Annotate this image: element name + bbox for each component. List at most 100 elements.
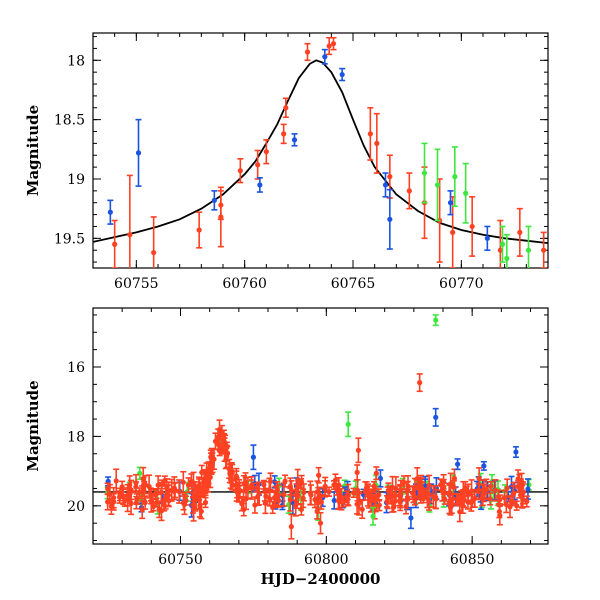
data-point-red [280, 123, 287, 145]
data-point-red [416, 373, 423, 393]
data-point-red [385, 482, 392, 499]
y-tick-label: 18.5 [54, 113, 85, 129]
data-point-red [363, 481, 370, 494]
data-point-red [350, 487, 357, 499]
data-point-red [307, 480, 314, 506]
data-point-red [355, 437, 362, 464]
data-point-red [126, 174, 133, 268]
data-point-green [434, 148, 441, 222]
data-point-red [354, 464, 361, 481]
plot-area [93, 314, 548, 540]
data-point-red [242, 472, 249, 493]
data-point-green [525, 225, 532, 268]
data-point-red [288, 480, 295, 501]
data-point-red [326, 36, 333, 56]
data-point-red [185, 477, 192, 494]
data-point-red [397, 493, 404, 512]
data-point-red [338, 487, 345, 511]
data-point-red [190, 496, 197, 522]
data-point-blue [211, 190, 218, 211]
data-point-red [389, 491, 396, 513]
data-point-red [203, 462, 210, 483]
data-point-green [451, 146, 458, 208]
data-point-red [476, 467, 483, 491]
data-point-red [451, 468, 458, 489]
data-point-red [335, 491, 342, 511]
x-tick-label: 60765 [331, 276, 376, 292]
data-point-green [503, 233, 510, 268]
data-point-red [237, 158, 244, 184]
data-point-red [483, 478, 490, 500]
data-point-red [136, 487, 143, 498]
data-point-red [322, 476, 329, 497]
data-point-red [317, 511, 324, 535]
data-point-blue [432, 407, 439, 427]
data-point-blue [382, 172, 389, 198]
data-point-red [492, 479, 499, 502]
data-point-red [409, 486, 416, 501]
data-point-red [133, 495, 140, 510]
data-point-red [420, 490, 427, 504]
data-point-red [113, 468, 120, 494]
data-point-red [108, 498, 115, 516]
data-point-blue [321, 48, 328, 65]
data-point-red [330, 479, 337, 490]
data-point-red [275, 484, 282, 507]
data-point-red [180, 470, 187, 494]
model-curve [93, 59, 548, 244]
plot-frame [92, 32, 549, 269]
x-tick-label: 60760 [222, 276, 267, 292]
data-point-blue [454, 458, 461, 471]
data-point-green [432, 314, 439, 327]
data-point-red [282, 474, 289, 488]
data-point-red [437, 478, 444, 492]
data-point-green [370, 506, 376, 526]
data-point-blue [250, 444, 257, 471]
data-point-blue [386, 188, 393, 250]
data-point-red [221, 433, 228, 450]
data-point-red [282, 97, 289, 119]
data-point-red [367, 106, 374, 161]
data-point-red [202, 496, 209, 509]
plot-area [93, 36, 548, 268]
data-point-blue [447, 190, 454, 216]
data-point-red [345, 483, 352, 507]
data-point-red [468, 493, 475, 512]
top-panel: 60755 60760 60765 60770 18 18.5 19 19.5 Magnitud… [24, 32, 549, 292]
data-point-red [150, 216, 157, 268]
data-point-red [217, 190, 224, 221]
data-point-red [150, 501, 157, 512]
data-point-red [373, 112, 380, 174]
y-axis-title: Magnitude [24, 380, 42, 471]
y-tick-label: 19.5 [54, 231, 85, 247]
data-point-red [516, 207, 523, 257]
bottom-panel: 60750 60800 60850 16 18 20 Magnitude HJD−240000… [24, 307, 549, 588]
data-point-green [462, 162, 469, 224]
data-point-red [496, 494, 503, 505]
data-point-blue [135, 118, 142, 187]
data-point-red [119, 480, 126, 494]
data-point-green [499, 225, 506, 263]
data-point-red [181, 493, 188, 516]
data-point-blue [291, 133, 298, 147]
data-point-red [263, 139, 270, 165]
y-tick-label: 16 [67, 360, 85, 376]
data-point-blue [107, 199, 114, 225]
data-point-red [254, 487, 261, 506]
data-point-red [330, 36, 337, 51]
data-point-red [510, 485, 517, 504]
data-point-red [228, 461, 235, 481]
y-tick-label: 20 [67, 499, 85, 515]
data-point-red [139, 500, 146, 520]
y-tick-label: 18 [67, 429, 85, 445]
data-point-red [432, 484, 439, 510]
data-point-red [142, 474, 149, 495]
data-point-red [414, 467, 421, 491]
data-point-blue [256, 176, 263, 193]
x-tick-label: 60850 [450, 552, 495, 568]
x-tick-label: 60770 [439, 276, 484, 292]
data-point-red [197, 481, 204, 505]
data-point-red [111, 219, 118, 268]
x-tick-label: 60755 [114, 276, 159, 292]
data-point-red [304, 42, 311, 62]
